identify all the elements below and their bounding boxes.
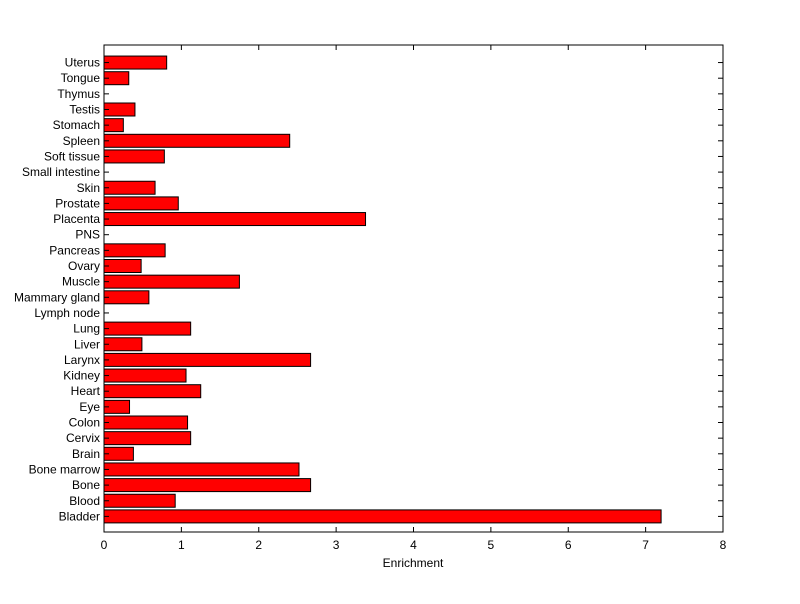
x-tick-label: 3 — [333, 538, 340, 552]
bar — [103, 431, 192, 446]
bar — [103, 243, 166, 258]
y-tick-label: Lymph node — [34, 306, 100, 320]
x-tick-label: 7 — [642, 538, 649, 552]
plot-frame — [103, 44, 724, 533]
bar — [103, 290, 150, 305]
x-tick-label: 2 — [255, 538, 262, 552]
y-tick-label: Brain — [72, 447, 100, 461]
y-tick-label: Thymus — [57, 87, 100, 101]
bar — [103, 321, 192, 336]
bar — [103, 384, 202, 399]
y-tick-label: Lung — [73, 322, 100, 336]
y-tick-label: Testis — [69, 103, 100, 117]
bar — [103, 274, 240, 289]
x-tick-label: 1 — [178, 538, 185, 552]
y-tick-label: Placenta — [53, 212, 100, 226]
y-tick-label: Small intestine — [22, 165, 100, 179]
bar — [103, 493, 176, 508]
x-tick-label: 6 — [565, 538, 572, 552]
y-tick-label: Heart — [71, 384, 101, 398]
bar — [103, 259, 142, 273]
y-tick-label: Muscle — [62, 275, 100, 289]
y-tick-label: Prostate — [55, 196, 100, 210]
y-tick-label: Pancreas — [49, 243, 100, 257]
bar — [103, 55, 168, 70]
y-tick-label: Stomach — [53, 118, 100, 132]
y-tick-label: Blood — [69, 494, 100, 508]
y-tick-label: Liver — [74, 337, 100, 351]
x-axis-label: Enrichment — [383, 556, 444, 570]
bar — [103, 337, 143, 352]
x-tick-label: 0 — [101, 538, 108, 552]
bar — [103, 462, 300, 477]
y-tick-label: Eye — [79, 400, 100, 414]
y-tick-label: Bladder — [59, 509, 100, 523]
y-tick-label: Cervix — [66, 431, 100, 445]
y-tick-label: Kidney — [63, 369, 100, 383]
x-tick-label: 8 — [720, 538, 727, 552]
bar — [103, 415, 189, 430]
bar — [103, 368, 187, 383]
x-tick-labels: 0 1 2 3 4 5 6 7 8 — [101, 538, 727, 552]
y-tick-label: Uterus — [65, 56, 100, 70]
bar — [103, 196, 179, 211]
bar — [103, 212, 367, 227]
bar — [103, 478, 312, 493]
y-tick-label: Mammary gland — [14, 290, 100, 304]
x-tick-label: 4 — [410, 538, 417, 552]
y-tick-label: Spleen — [63, 134, 100, 148]
y-tick-label: Tongue — [61, 71, 101, 85]
y-tick-label: Ovary — [68, 259, 100, 273]
y-tick-label: Skin — [77, 181, 100, 195]
y-tick-label: Bone — [72, 478, 100, 492]
bar — [103, 180, 156, 195]
y-tick-label: Soft tissue — [44, 149, 100, 163]
bar — [103, 149, 165, 164]
bar — [103, 352, 312, 367]
y-tick-label: Larynx — [64, 353, 100, 367]
axis-ticks — [103, 45, 724, 532]
x-tick-label: 5 — [488, 538, 495, 552]
bar — [103, 133, 291, 148]
y-tick-label: PNS — [75, 228, 100, 242]
y-tick-label: Bone marrow — [29, 462, 101, 476]
bar — [103, 509, 662, 524]
y-tick-label: Colon — [69, 416, 100, 430]
